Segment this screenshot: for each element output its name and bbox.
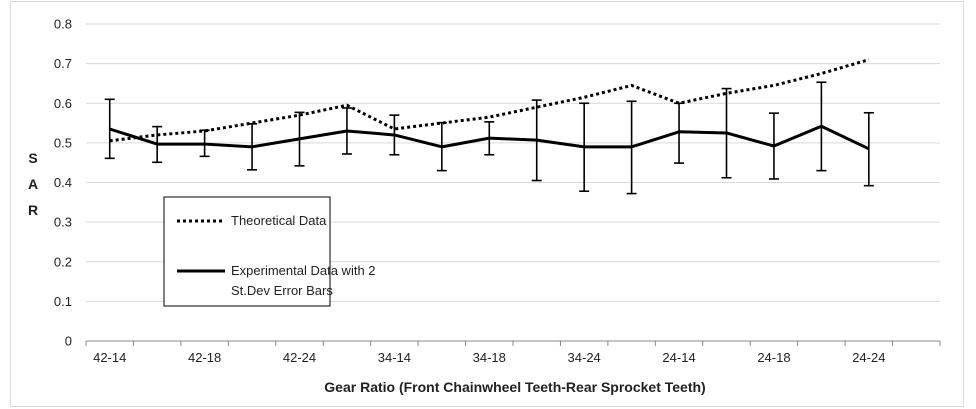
legend-label-theoretical: Theoretical Data bbox=[231, 213, 327, 228]
y-tick-label: 0.5 bbox=[54, 135, 72, 150]
y-axis-title-letter: A bbox=[28, 176, 38, 192]
error-bar bbox=[389, 114, 400, 156]
error-bar bbox=[816, 81, 827, 172]
y-tick-label: 0.1 bbox=[54, 294, 72, 309]
error-bar bbox=[768, 112, 779, 180]
y-tick-label: 0.2 bbox=[54, 254, 72, 269]
error-bar bbox=[721, 87, 732, 179]
x-tick-label: 24-24 bbox=[852, 350, 885, 365]
y-tick-label: 0.7 bbox=[54, 56, 72, 71]
x-tick-label: 42-14 bbox=[93, 350, 126, 365]
series-line-theoretical bbox=[109, 58, 870, 143]
error-bar bbox=[674, 102, 685, 164]
x-axis-title: Gear Ratio (Front Chainwheel Teeth-Rear … bbox=[324, 379, 705, 395]
error-bar bbox=[247, 123, 258, 171]
error-bar bbox=[341, 107, 352, 155]
error-bar bbox=[579, 102, 590, 193]
x-tick-label: 34-14 bbox=[378, 350, 411, 365]
legend-label-experimental-line2: St.Dev Error Bars bbox=[231, 283, 333, 298]
y-axis-title: SAR bbox=[28, 150, 38, 218]
error-bar bbox=[152, 125, 163, 164]
error-bar bbox=[104, 98, 115, 160]
x-tick-label: 24-18 bbox=[757, 350, 790, 365]
error-bar bbox=[626, 100, 637, 195]
y-tick-label: 0.8 bbox=[54, 17, 72, 32]
y-tick-label: 0.6 bbox=[54, 96, 72, 111]
x-tick-label: 42-18 bbox=[188, 350, 221, 365]
x-tick-label: 34-24 bbox=[568, 350, 601, 365]
legend-box bbox=[163, 196, 331, 307]
error-bar bbox=[484, 121, 495, 156]
x-tick-label: 42-24 bbox=[283, 350, 316, 365]
y-axis-title-letter: S bbox=[28, 150, 37, 166]
y-tick-label: 0.4 bbox=[54, 175, 72, 190]
x-tick-label: 24-14 bbox=[662, 350, 695, 365]
legend-label-experimental-line1: Experimental Data with 2 bbox=[231, 263, 376, 278]
error-bar bbox=[531, 99, 542, 182]
y-tick-label: 0 bbox=[65, 334, 72, 349]
x-tick-label: 34-18 bbox=[473, 350, 506, 365]
error-bar bbox=[294, 111, 305, 167]
y-axis-title-letter: R bbox=[28, 202, 38, 218]
error-bar bbox=[436, 121, 447, 172]
legend: Theoretical Data Experimental Data with 2… bbox=[163, 196, 376, 307]
y-tick-label: 0.3 bbox=[54, 215, 72, 230]
error-bar bbox=[863, 111, 874, 187]
error-bar bbox=[199, 129, 210, 158]
